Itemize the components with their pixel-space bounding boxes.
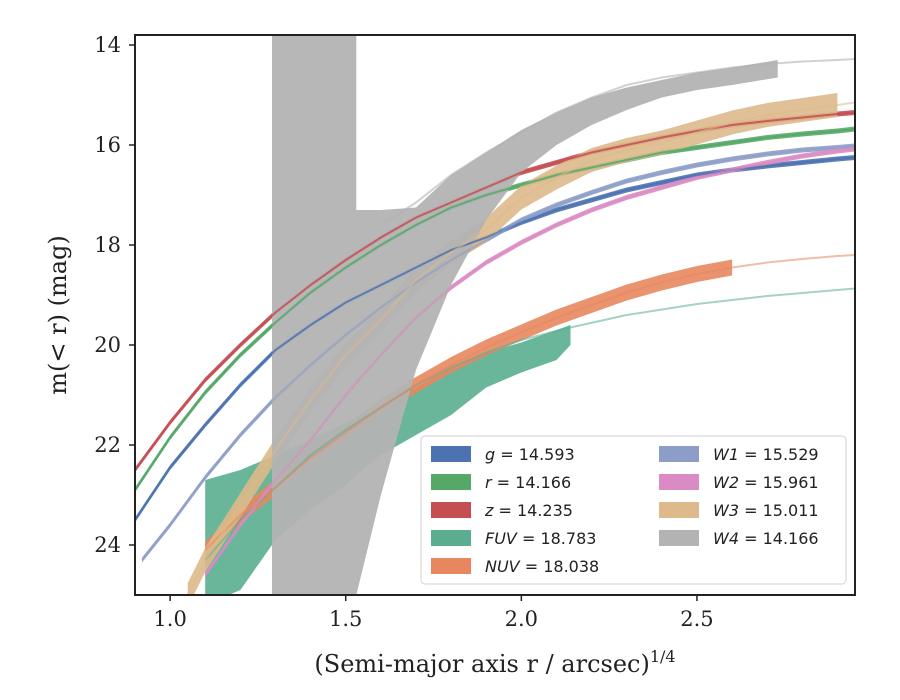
x-axis-label-exponent: 1/4 xyxy=(650,647,676,666)
legend-label-r: r = 14.166 xyxy=(485,473,571,492)
line-nuv xyxy=(204,254,855,551)
legend: g = 14.593 r = 14.166 z = 14.235 FUV = 18.7… xyxy=(420,435,847,585)
x-tick-label: 2.0 xyxy=(505,607,538,631)
x-tick-label: 1.5 xyxy=(329,607,362,631)
y-tick-label: 14 xyxy=(94,33,121,57)
band-w4 xyxy=(272,35,778,595)
y-tick-label: 24 xyxy=(94,533,121,557)
x-axis-title: (Semi-major axis r / arcsec)1/4 xyxy=(314,647,675,678)
x-tick-label: 1.0 xyxy=(153,607,186,631)
x-axis-label-text: (Semi-major axis r / arcsec) xyxy=(314,650,649,678)
legend-swatch-w2 xyxy=(659,474,699,490)
legend-box xyxy=(420,435,847,585)
legend-label-nuv: NUV = 18.038 xyxy=(485,557,599,576)
legend-label-z: z = 14.235 xyxy=(484,501,573,520)
band-fuv xyxy=(205,325,571,595)
legend-swatch-w3 xyxy=(659,502,699,518)
legend-swatch-w4 xyxy=(659,530,699,546)
legend-swatch-nuv xyxy=(431,558,471,574)
line-w3 xyxy=(186,101,855,595)
line-w4 xyxy=(380,58,855,226)
line-r xyxy=(135,128,855,491)
y-tick-label: 18 xyxy=(94,233,121,257)
legend-label-fuv: FUV = 18.783 xyxy=(485,529,596,548)
line-fuv xyxy=(204,287,855,561)
line-z xyxy=(135,111,855,471)
legend-label-g: g = 14.593 xyxy=(485,445,575,464)
legend-swatch-z xyxy=(431,502,471,518)
legend-swatch-r xyxy=(431,474,471,490)
legend-label-w2: W2 = 15.961 xyxy=(713,473,819,492)
legend-label-w4: W4 = 14.166 xyxy=(713,529,819,548)
legend-swatch-fuv xyxy=(431,530,471,546)
y-tick-label: 22 xyxy=(94,433,121,457)
y-tick-label: 20 xyxy=(94,333,121,357)
plot-area xyxy=(135,35,855,595)
legend-swatch-g xyxy=(431,446,471,462)
axes: 1.0 1.5 2.0 2.5 14 16 18 20 22 24 xyxy=(94,33,713,631)
legend-label-w1: W1 = 15.529 xyxy=(713,445,819,464)
x-tick-label: 2.5 xyxy=(680,607,713,631)
line-w1 xyxy=(141,145,855,561)
plot-frame xyxy=(134,34,856,596)
line-w2 xyxy=(204,148,855,576)
y-axis-title: m(< r) (mag) xyxy=(44,235,72,394)
legend-swatch-w1 xyxy=(659,446,699,462)
legend-label-w3: W3 = 15.011 xyxy=(713,501,819,520)
y-tick-label: 16 xyxy=(94,133,121,157)
